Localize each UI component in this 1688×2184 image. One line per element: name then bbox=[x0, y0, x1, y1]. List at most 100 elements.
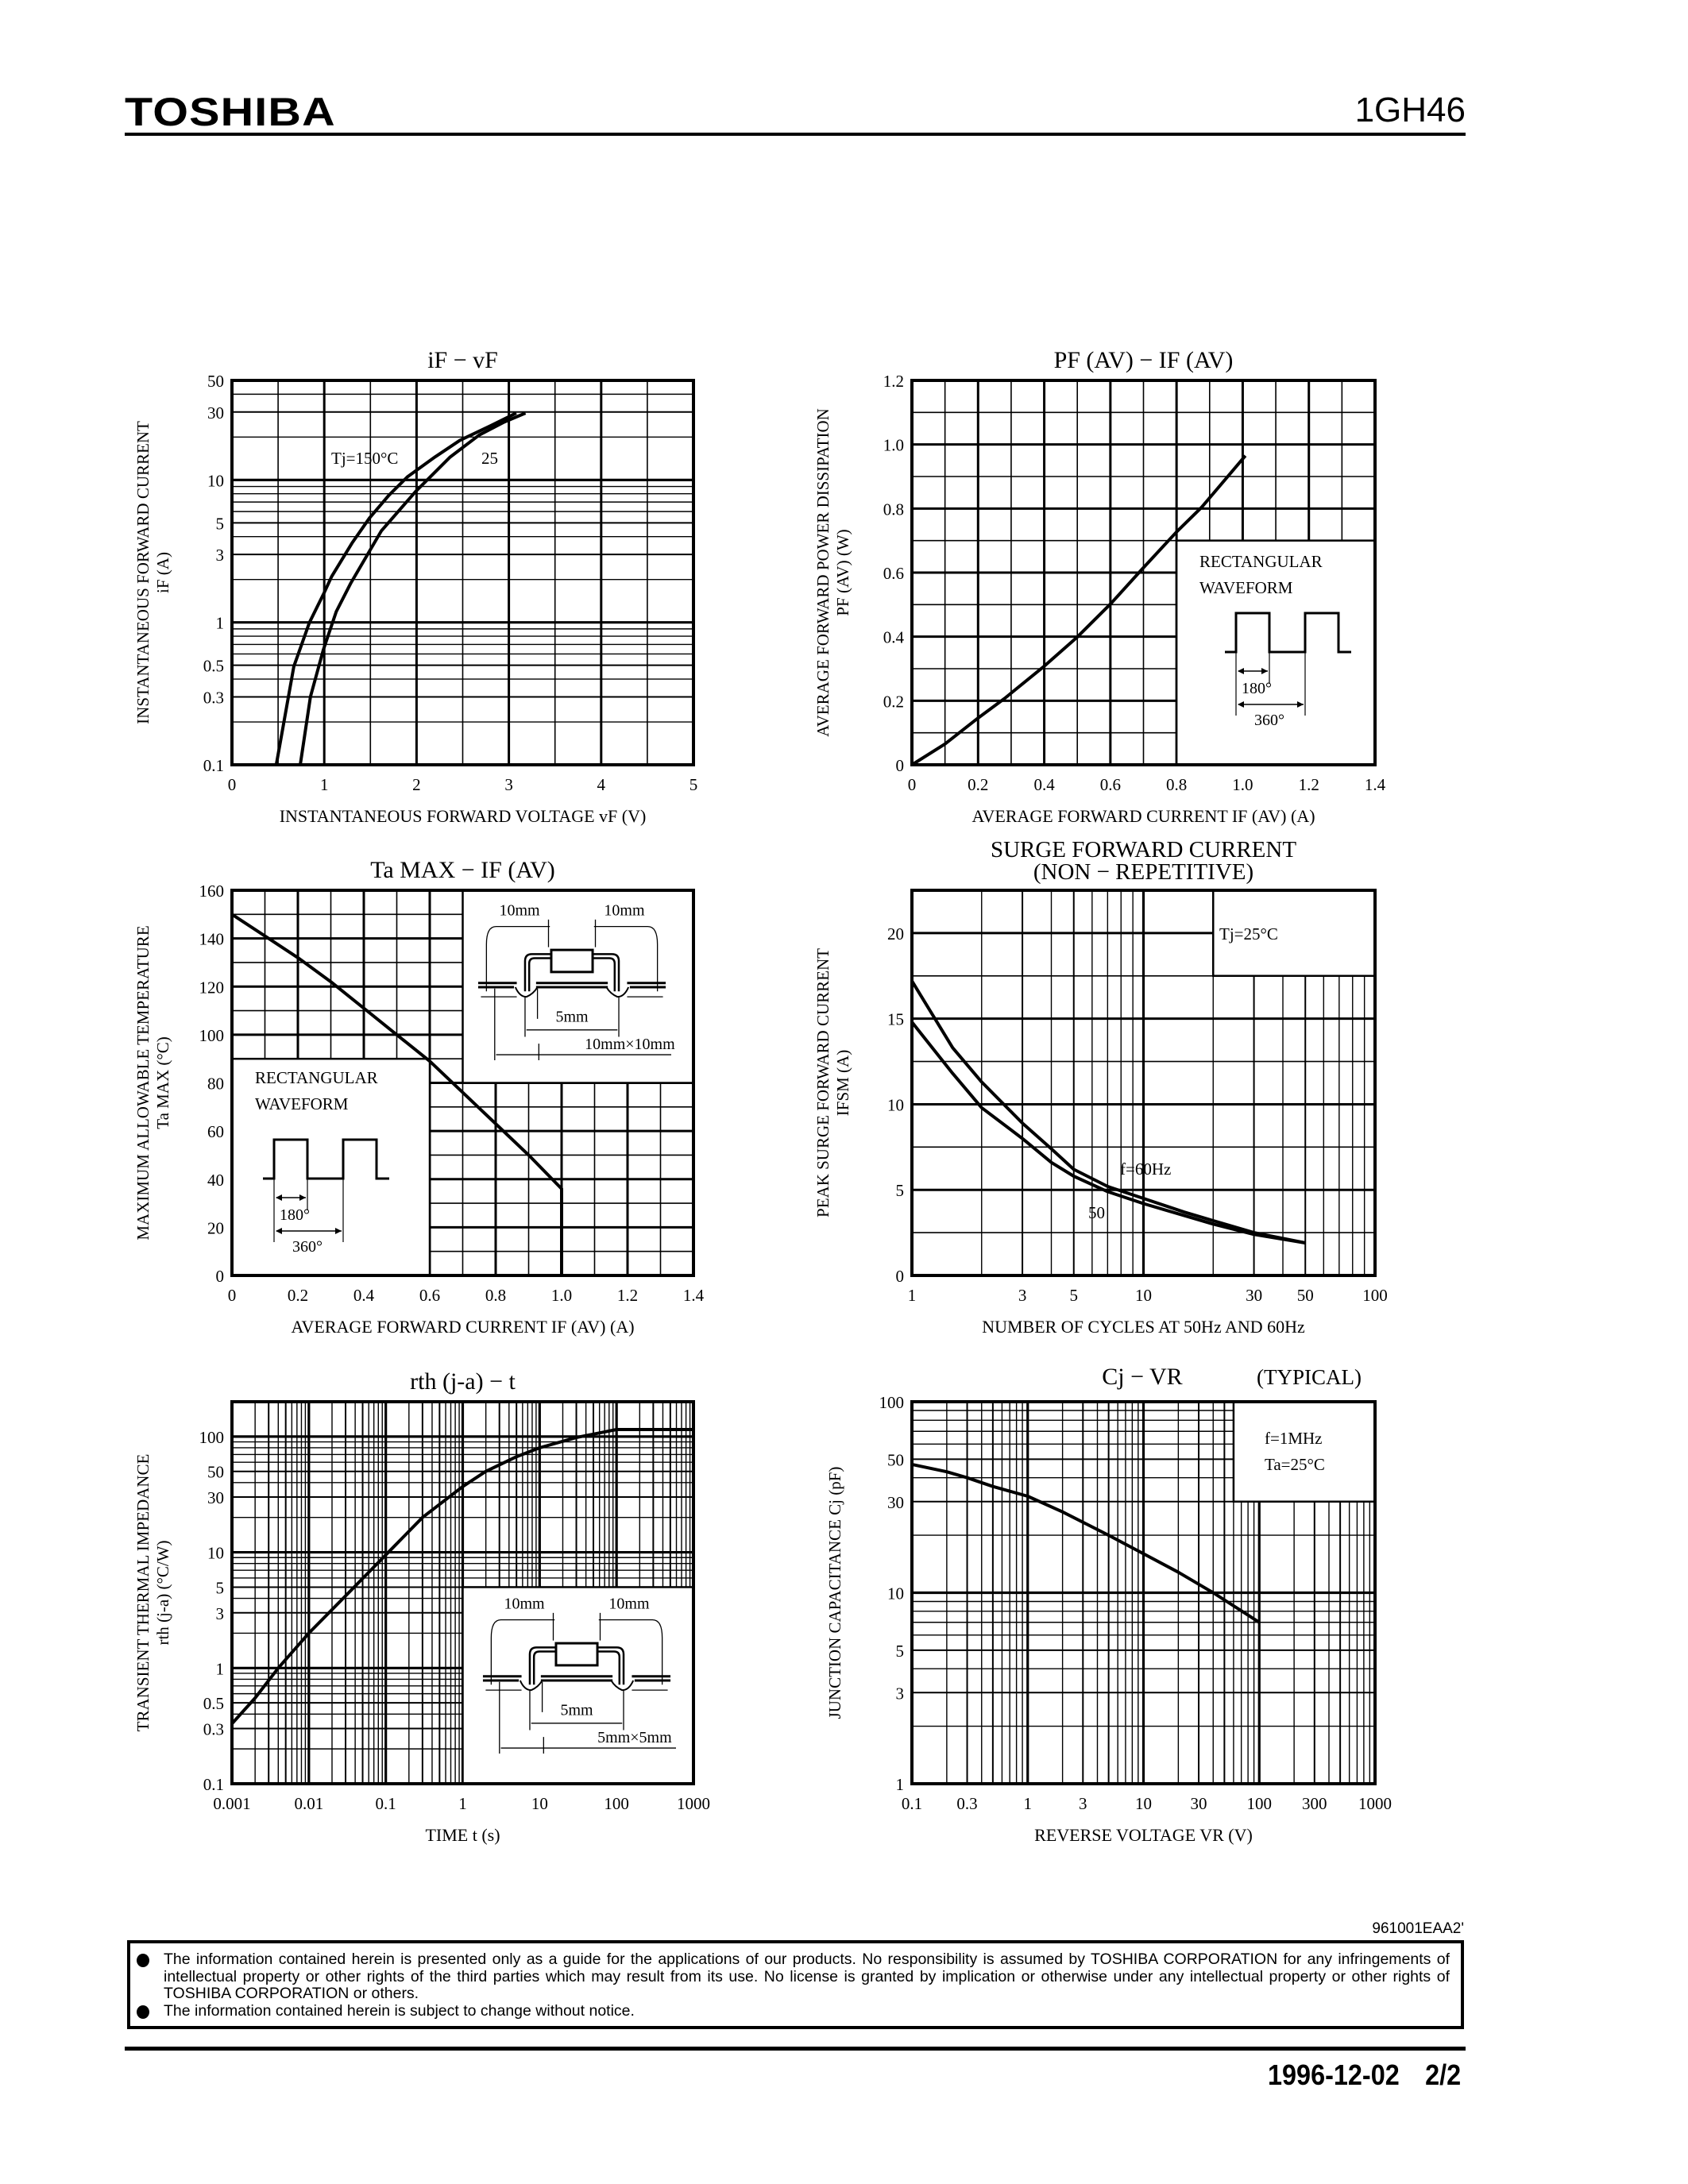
x-tick-label: 4 bbox=[597, 775, 606, 794]
plot-frame bbox=[230, 889, 695, 1277]
plot-frame bbox=[910, 379, 1377, 766]
inset-panel bbox=[1232, 1400, 1377, 1503]
inset-text: RECTANGULAR bbox=[1199, 552, 1323, 571]
dimension-guide bbox=[273, 1179, 344, 1242]
x-tick-label: 30 bbox=[1246, 1286, 1262, 1305]
y-axis-label: iF (A) bbox=[153, 552, 172, 593]
y-tick-label: 0.8 bbox=[883, 500, 904, 519]
x-tick-label: 1.2 bbox=[617, 1286, 638, 1305]
y-tick-label: 0.3 bbox=[203, 1719, 224, 1738]
solder-icon bbox=[514, 986, 630, 998]
y-tick-label: 1 bbox=[216, 614, 225, 633]
disclaimer-item: The information contained herein is subj… bbox=[130, 2001, 1461, 2020]
x-axis-label: AVERAGE FORWARD CURRENT IF (AV) (A) bbox=[291, 1317, 634, 1337]
y-tick-label: 5 bbox=[216, 1578, 225, 1597]
y-tick-label: 100 bbox=[199, 1026, 225, 1045]
period-label: 360° bbox=[292, 1238, 323, 1256]
inset-text: WAVEFORM bbox=[1199, 578, 1293, 597]
x-tick-label: 5 bbox=[689, 775, 698, 794]
pcb-pad-icon bbox=[482, 1675, 671, 1682]
y-axis-label: JUNCTION CAPACITANCE Cj (pF) bbox=[825, 1467, 844, 1719]
disclaimer-text: The information contained herein is subj… bbox=[164, 2001, 635, 2020]
x-axis-label: REVERSE VOLTAGE VR (V) bbox=[1034, 1825, 1253, 1845]
x-axis-label: INSTANTANEOUS FORWARD VOLTAGE vF (V) bbox=[280, 806, 647, 826]
footer-rule bbox=[125, 2047, 1466, 2051]
lead-length-label: 10mm bbox=[499, 902, 540, 920]
x-tick-label: 3 bbox=[504, 775, 513, 794]
x-tick-label: 1 bbox=[320, 775, 329, 794]
inset-text: WAVEFORM bbox=[255, 1094, 349, 1113]
y-tick-label: 10 bbox=[207, 471, 224, 490]
x-tick-label: 1000 bbox=[1358, 1794, 1392, 1813]
chart-5: 0.001 0.01 0.1 1 10 100 1000 0.1 0.3 0.5 1 3 5 10 30 50… bbox=[133, 1368, 710, 1845]
chart-3: 0 0.2 0.4 0.6 0.8 1.0 1.2 1.4 0 20 40 60 80 100 120 140… bbox=[133, 857, 705, 1337]
x-tick-label: 1.4 bbox=[1365, 775, 1386, 794]
series-line bbox=[910, 454, 1247, 766]
pad-size-label: 5mm bbox=[560, 1701, 593, 1719]
period-label: 360° bbox=[1254, 712, 1284, 729]
lead-length-label: 10mm bbox=[604, 902, 645, 920]
y-tick-label: 1.0 bbox=[883, 436, 904, 455]
x-tick-label: 0.2 bbox=[968, 775, 988, 794]
chart-2: 0 0.2 0.4 0.6 0.8 1.0 1.2 1.4 0 0.2 0.4 0.6 0.8 1.0 1.… bbox=[813, 347, 1386, 826]
x-axis-label: AVERAGE FORWARD CURRENT IF (AV) (A) bbox=[971, 806, 1315, 826]
y-tick-label: 1 bbox=[216, 1659, 225, 1678]
y-tick-label: 100 bbox=[879, 1393, 905, 1412]
inset-panel bbox=[462, 1586, 695, 1785]
page-number: 2/2 bbox=[1424, 2059, 1461, 2091]
x-tick-label: 1 bbox=[458, 1794, 467, 1813]
chart-subtitle: (NON − REPETITIVE) bbox=[1033, 859, 1253, 885]
y-tick-label: 10 bbox=[207, 1544, 224, 1563]
y-axis-label: PEAK SURGE FORWARD CURRENT bbox=[813, 948, 832, 1217]
diode-body-icon bbox=[550, 948, 594, 974]
lead-length-label: 10mm bbox=[504, 1596, 545, 1613]
footer-date-page: 1996-12-02 2/2 bbox=[1268, 2059, 1461, 2092]
y-axis-label: Ta MAX (°C) bbox=[153, 1036, 172, 1129]
y-tick-label: 10 bbox=[887, 1584, 904, 1603]
document-code: 961001EAA2' bbox=[1372, 1920, 1464, 1937]
y-tick-label: 3 bbox=[896, 1684, 905, 1703]
x-tick-label: 1 bbox=[908, 1286, 917, 1305]
inset-panel bbox=[1212, 889, 1377, 978]
pad-size-label: 5mm bbox=[555, 1008, 589, 1025]
diode-body-icon bbox=[554, 1642, 599, 1667]
x-tick-label: 0 bbox=[228, 1286, 237, 1305]
dimension-guide bbox=[1235, 652, 1306, 716]
y-tick-label: 20 bbox=[887, 924, 904, 943]
x-tick-label: 100 bbox=[1362, 1286, 1388, 1305]
rectangular-waveform-icon bbox=[263, 1138, 389, 1180]
x-tick-label: 1.4 bbox=[683, 1286, 705, 1305]
bullet-icon bbox=[137, 2005, 149, 2019]
y-axis-label: PF (AV) (W) bbox=[833, 529, 852, 615]
chart-title: PF (AV) − IF (AV) bbox=[1054, 347, 1234, 373]
lead-wire-icon bbox=[523, 953, 620, 992]
x-tick-label: 30 bbox=[1191, 1794, 1207, 1813]
plot-frame bbox=[230, 1400, 695, 1785]
inset-panel bbox=[230, 1057, 431, 1277]
series-line bbox=[299, 411, 527, 766]
x-tick-label: 0.4 bbox=[353, 1286, 375, 1305]
rectangular-waveform-icon bbox=[1225, 612, 1351, 654]
x-tick-label: 3 bbox=[1018, 1286, 1027, 1305]
y-tick-label: 1.2 bbox=[883, 372, 904, 391]
y-tick-label: 0.3 bbox=[203, 688, 224, 707]
y-axis-label: rth (j-a) (°C/W) bbox=[153, 1540, 172, 1645]
series-line bbox=[230, 1428, 693, 1725]
x-tick-label: 100 bbox=[1247, 1794, 1273, 1813]
y-tick-label: 5 bbox=[896, 1181, 905, 1200]
x-tick-label: 5 bbox=[1069, 1286, 1078, 1305]
x-tick-label: 1000 bbox=[677, 1794, 710, 1813]
chart-4: 1 3 5 10 30 50 100 0 5 10 15 20 NUMBER OF CYCLES AT … bbox=[813, 837, 1388, 1337]
x-tick-label: 0 bbox=[228, 775, 237, 794]
y-tick-label: 60 bbox=[207, 1122, 224, 1141]
chart-title: Cj − VR bbox=[1102, 1364, 1182, 1390]
y-tick-label: 50 bbox=[887, 1450, 904, 1469]
series-line bbox=[910, 1021, 1306, 1244]
series-line bbox=[274, 411, 517, 766]
pulse-width-label: 180° bbox=[280, 1206, 310, 1224]
chart-title: iF − vF bbox=[427, 347, 498, 373]
x-tick-label: 0.2 bbox=[288, 1286, 308, 1305]
y-tick-label: 30 bbox=[207, 1488, 224, 1507]
pcb-pad-icon bbox=[477, 982, 666, 989]
condition-note: Ta=25°C bbox=[1265, 1455, 1325, 1474]
